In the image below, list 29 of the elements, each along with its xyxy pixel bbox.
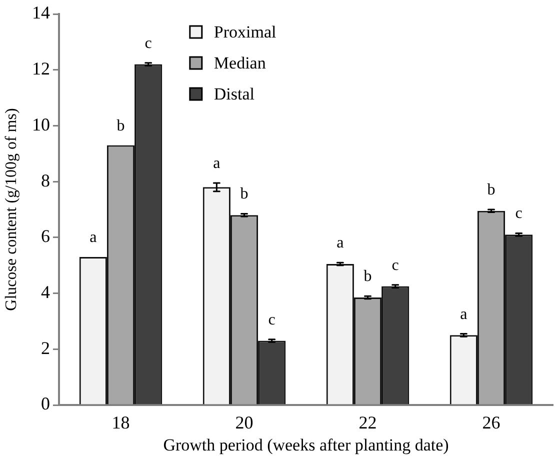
data-label: b [364, 268, 372, 286]
data-label: a [213, 154, 220, 172]
y-axis-title: Glucose content (g/100g of ms) [2, 108, 20, 311]
data-label: a [90, 228, 97, 246]
y-tick-label: 4 [41, 282, 50, 302]
data-label: c [515, 205, 522, 222]
data-label: b [240, 186, 248, 203]
data-label: b [487, 182, 496, 198]
data-label: c [392, 256, 399, 274]
y-tick-label: 6 [41, 226, 50, 246]
y-tick-label: 0 [41, 394, 50, 414]
data-label: a [336, 234, 344, 252]
legend-label: Median [214, 53, 266, 72]
legend-label: Distal [214, 84, 255, 104]
data-label: b [116, 117, 125, 134]
x-tick-label: 22 [358, 412, 377, 433]
data-label: c [144, 34, 152, 52]
y-tick-label: 8 [41, 170, 50, 190]
x-tick-label: 26 [482, 412, 500, 433]
x-tick-label: 20 [235, 412, 254, 433]
y-tick-label: 2 [41, 338, 50, 358]
data-label: c [268, 311, 276, 328]
y-tick-label: 14 [32, 2, 50, 23]
data-label: a [460, 306, 468, 323]
legend-label: Proximal [214, 22, 277, 42]
y-tick-label: 12 [32, 58, 50, 79]
y-tick-label: 10 [32, 114, 50, 134]
x-axis-title: Growth period (weeks after planting date) [163, 435, 449, 454]
x-tick-label: 18 [112, 412, 130, 433]
